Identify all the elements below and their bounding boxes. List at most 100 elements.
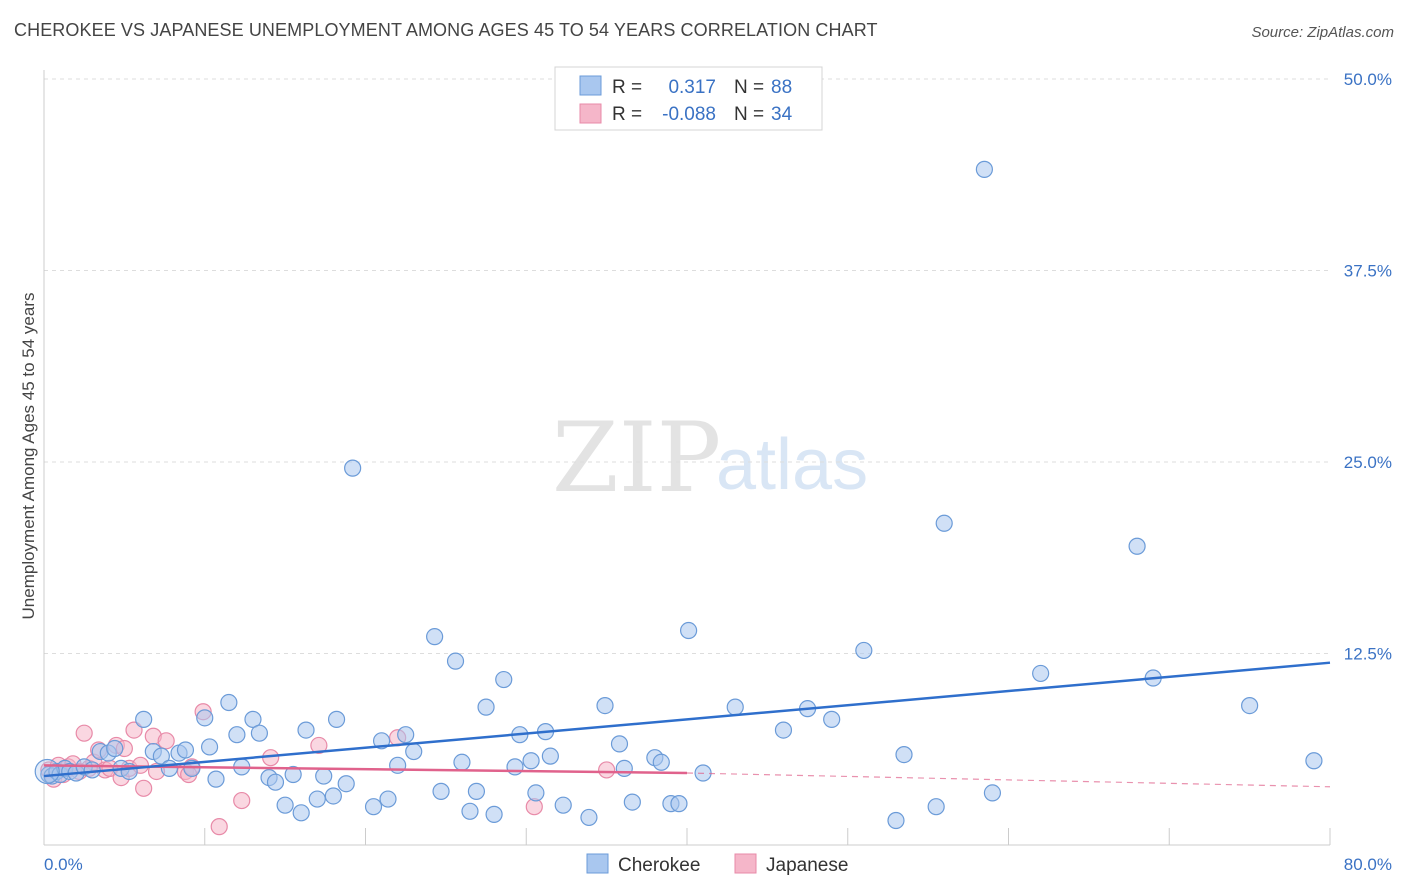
bottom-legend: Cherokee Japanese xyxy=(586,853,848,876)
cherokee-point xyxy=(207,770,225,788)
japanese-point xyxy=(157,732,175,750)
legend-swatch-japanese xyxy=(579,103,602,124)
japanese-point xyxy=(310,736,328,755)
cherokee-point xyxy=(895,746,913,764)
y-tick-labels: 12.5% 25.0% 37.5% 50.0% xyxy=(1344,70,1392,664)
legend-r-value-japanese: -0.088 xyxy=(662,104,716,125)
cherokee-point xyxy=(432,782,450,800)
bottom-legend-swatch-japanese xyxy=(734,853,757,874)
cherokee-point xyxy=(152,747,170,765)
legend-n-label-cherokee: N = xyxy=(734,77,764,98)
y-tick-label: 25.0% xyxy=(1344,453,1392,472)
cherokee-point xyxy=(485,805,503,823)
cherokee-point xyxy=(541,747,559,765)
legend-r-label-japanese: R = xyxy=(612,104,642,125)
cherokee-point xyxy=(774,721,793,739)
cherokee-point xyxy=(610,735,629,753)
cherokee-point xyxy=(522,752,540,770)
cherokee-point xyxy=(855,641,873,660)
cherokee-point xyxy=(220,693,238,712)
cherokee-point xyxy=(292,804,310,822)
cherokee-point xyxy=(652,753,670,771)
cherokee-point xyxy=(250,724,269,742)
cherokee-point xyxy=(453,753,471,771)
chart-title: CHEROKEE VS JAPANESE UNEMPLOYMENT AMONG … xyxy=(14,20,878,40)
cherokee-point xyxy=(297,721,315,739)
legend-swatch-cherokee xyxy=(579,75,602,96)
cherokee-point xyxy=(244,710,262,728)
cherokee-point xyxy=(228,726,246,744)
cherokee-point xyxy=(337,775,355,793)
cherokee-point xyxy=(495,670,513,689)
watermark-atlas: atlas xyxy=(716,425,868,505)
legend-n-value-cherokee: 88 xyxy=(771,77,792,98)
cherokee-point xyxy=(364,798,383,816)
legend-n-value-japanese: 34 xyxy=(771,104,793,125)
cherokee-point xyxy=(389,756,407,774)
bottom-legend-label-japanese: Japanese xyxy=(766,855,848,876)
cherokee-point xyxy=(615,759,633,778)
y-tick-label: 37.5% xyxy=(1344,262,1392,281)
cherokee-point xyxy=(344,459,362,477)
cherokee-point xyxy=(623,793,641,811)
cherokee-point xyxy=(315,767,333,785)
cherokee-point xyxy=(1305,752,1323,770)
bottom-legend-swatch-cherokee xyxy=(586,853,609,874)
cherokee-point xyxy=(1241,696,1259,715)
cherokee-point xyxy=(670,795,688,813)
source-credit: Source: ZipAtlas.com xyxy=(1251,24,1394,41)
cherokee-point xyxy=(327,710,346,728)
cherokee-point xyxy=(887,811,905,830)
cherokee-point xyxy=(726,698,744,716)
cherokee-point xyxy=(284,765,302,784)
cherokee-point xyxy=(1032,664,1050,683)
cherokee-point xyxy=(397,726,415,744)
cherokee-point xyxy=(554,796,572,814)
cherokee-point-cluster xyxy=(34,758,60,785)
cherokee-point xyxy=(477,698,495,716)
cherokee-point xyxy=(324,787,342,805)
cherokee-point xyxy=(196,709,214,727)
cherokee-point xyxy=(379,790,397,808)
cherokee-point xyxy=(580,808,598,827)
cherokee-point xyxy=(106,739,124,758)
cherokee-point xyxy=(266,773,285,791)
x-tick-label-min: 0.0% xyxy=(44,855,83,874)
cherokee-point xyxy=(680,621,698,640)
cherokee-point xyxy=(83,761,101,779)
cherokee-point xyxy=(405,742,423,761)
cherokee-point xyxy=(506,758,524,776)
cherokee-point xyxy=(308,790,326,808)
cherokee-point xyxy=(426,628,444,646)
cherokee-point xyxy=(596,696,614,715)
x-ticks xyxy=(204,828,1331,845)
y-axis-label: Unemployment Among Ages 45 to 54 years xyxy=(19,293,38,620)
cherokee-point xyxy=(276,796,294,814)
cherokee-point xyxy=(200,738,219,756)
x-tick-label-max: 80.0% xyxy=(1344,855,1392,874)
cherokee-point xyxy=(527,784,545,802)
top-legend: R = 0.317 N = 88 R = -0.088 N = 34 xyxy=(554,66,823,131)
japanese-point xyxy=(233,791,251,810)
cherokee-point xyxy=(983,784,1002,802)
cherokee-point xyxy=(176,741,195,759)
y-tick-label: 50.0% xyxy=(1344,70,1392,89)
legend-r-value-cherokee: 0.317 xyxy=(668,77,716,98)
cherokee-point xyxy=(927,798,945,816)
cherokee-point xyxy=(461,802,479,820)
japanese-point xyxy=(75,724,93,742)
japanese-point xyxy=(135,779,153,797)
japanese-point xyxy=(598,761,616,779)
japanese-point xyxy=(210,818,228,836)
japanese-point xyxy=(125,721,143,739)
watermark-zip: ZIP xyxy=(552,402,721,514)
cherokee-trend-line xyxy=(43,661,1331,778)
cherokee-point xyxy=(135,710,153,728)
grid-lines xyxy=(44,78,1330,654)
cherokee-point xyxy=(935,514,953,532)
legend-n-label-japanese: N = xyxy=(734,104,764,125)
cherokee-point xyxy=(823,710,841,728)
cherokee-point xyxy=(1128,537,1146,555)
bottom-legend-label-cherokee: Cherokee xyxy=(618,855,700,876)
